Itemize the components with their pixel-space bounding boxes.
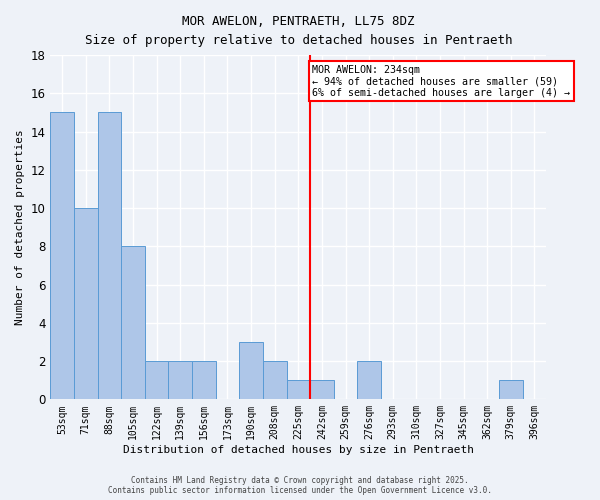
- Bar: [74, 208, 98, 400]
- X-axis label: Distribution of detached houses by size in Pentraeth: Distribution of detached houses by size …: [123, 445, 474, 455]
- Text: MOR AWELON: 234sqm
← 94% of detached houses are smaller (59)
6% of semi-detached: MOR AWELON: 234sqm ← 94% of detached hou…: [313, 64, 571, 98]
- Bar: [263, 361, 287, 400]
- Bar: [98, 112, 121, 400]
- Bar: [499, 380, 523, 400]
- Bar: [145, 361, 169, 400]
- Y-axis label: Number of detached properties: Number of detached properties: [15, 130, 25, 325]
- Bar: [287, 380, 310, 400]
- Bar: [169, 361, 192, 400]
- Bar: [358, 361, 381, 400]
- Bar: [310, 380, 334, 400]
- Text: Contains HM Land Registry data © Crown copyright and database right 2025.
Contai: Contains HM Land Registry data © Crown c…: [108, 476, 492, 495]
- Bar: [50, 112, 74, 400]
- Bar: [121, 246, 145, 400]
- Bar: [239, 342, 263, 400]
- Bar: [192, 361, 215, 400]
- Title: MOR AWELON, PENTRAETH, LL75 8DZ
Size of property relative to detached houses in : MOR AWELON, PENTRAETH, LL75 8DZ Size of …: [85, 15, 512, 47]
